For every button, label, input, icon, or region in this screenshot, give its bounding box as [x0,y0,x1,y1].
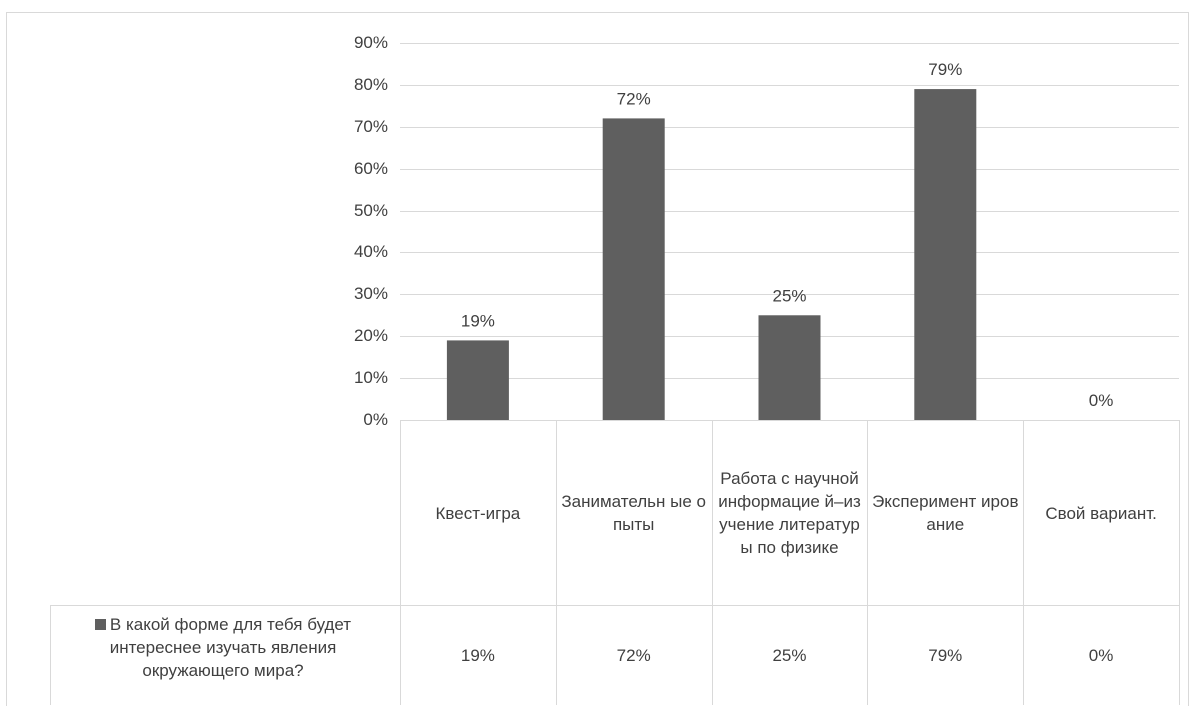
y-tick-label: 20% [354,326,388,345]
category-label: Занимательн ые опыты [561,492,706,534]
table-value-cell: 25% [772,645,807,665]
chart-frame [6,12,1189,706]
y-tick-label: 10% [354,368,388,387]
table-value-cell: 72% [616,645,651,665]
legend-key-icon [94,619,106,630]
table-value-cell: 0% [1088,645,1114,665]
data-label: 79% [928,60,962,79]
y-tick-label: 0% [363,410,388,429]
category-label: Квест-игра [435,503,521,523]
data-label: 0% [1089,391,1114,410]
y-tick-label: 80% [354,75,388,94]
series-label: В какой форме для тебя будет интереснее … [54,613,392,682]
bar [914,89,977,421]
y-tick-label: 40% [354,242,388,261]
y-tick-label: 70% [354,117,388,136]
bar [758,315,821,420]
category-label: Эксперимент ирование [872,492,1019,534]
data-label: 25% [772,286,806,305]
y-tick-label: 30% [354,284,388,303]
y-tick-label: 90% [354,33,388,52]
y-tick-label: 50% [354,201,388,220]
category-label: Работа с научной информацие й–изучение л… [718,469,861,557]
data-label: 72% [617,89,651,108]
data-label: 19% [461,311,495,330]
y-tick-label: 60% [354,159,388,178]
category-label: Свой вариант. [1045,503,1157,523]
series-name: В какой форме для тебя будет интереснее … [109,615,352,680]
bar [602,118,665,421]
bar [446,340,509,420]
table-value-cell: 79% [928,645,963,665]
table-value-cell: 19% [460,645,495,665]
